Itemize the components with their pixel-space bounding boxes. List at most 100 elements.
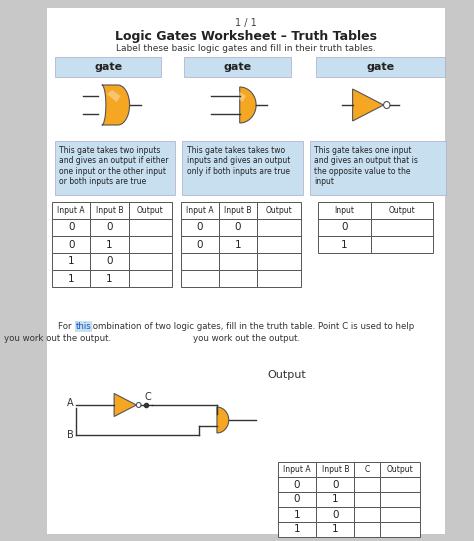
Text: 1: 1: [68, 256, 74, 267]
Text: gate: gate: [367, 62, 395, 72]
Text: Input B: Input B: [224, 206, 252, 215]
Bar: [52, 202, 91, 219]
Text: 0: 0: [68, 222, 74, 233]
Text: Input B: Input B: [96, 206, 123, 215]
Text: 0: 0: [294, 479, 301, 490]
FancyBboxPatch shape: [310, 141, 447, 195]
Polygon shape: [240, 87, 256, 123]
Text: Output: Output: [388, 206, 415, 215]
Text: 1: 1: [332, 525, 338, 535]
Text: 0: 0: [68, 240, 74, 249]
Text: 0: 0: [196, 240, 203, 249]
Text: A: A: [67, 398, 74, 408]
Bar: [52, 270, 91, 287]
Text: 1: 1: [294, 525, 301, 535]
Bar: [257, 253, 301, 270]
Text: Input: Input: [334, 206, 355, 215]
Text: 0: 0: [106, 256, 113, 267]
Text: 1: 1: [68, 274, 74, 283]
Text: 0: 0: [106, 222, 113, 233]
Bar: [128, 202, 173, 219]
Bar: [257, 219, 301, 236]
Bar: [355, 507, 380, 522]
Bar: [181, 202, 219, 219]
Bar: [318, 236, 371, 253]
Text: C: C: [145, 392, 151, 402]
Bar: [219, 202, 257, 219]
Bar: [316, 492, 355, 507]
FancyBboxPatch shape: [182, 141, 302, 195]
Bar: [316, 462, 355, 477]
Bar: [257, 202, 301, 219]
Bar: [257, 270, 301, 287]
Bar: [128, 219, 173, 236]
Text: 1 / 1: 1 / 1: [235, 18, 257, 28]
Bar: [371, 219, 433, 236]
Text: 0: 0: [235, 222, 241, 233]
Text: 0: 0: [332, 510, 338, 519]
Bar: [91, 253, 128, 270]
Bar: [219, 236, 257, 253]
Text: gate: gate: [94, 62, 122, 72]
Bar: [316, 507, 355, 522]
Bar: [380, 507, 420, 522]
Bar: [278, 522, 316, 537]
Bar: [219, 270, 257, 287]
Text: This gate takes two inputs
and gives an output if either
one input or the other : This gate takes two inputs and gives an …: [59, 146, 169, 186]
Bar: [181, 236, 219, 253]
Text: This gate takes one input
and gives an output that is
the opposite value to the
: This gate takes one input and gives an o…: [314, 146, 418, 186]
Text: Logic Gates Worksheet – Truth Tables: Logic Gates Worksheet – Truth Tables: [115, 30, 377, 43]
FancyBboxPatch shape: [47, 8, 446, 534]
Bar: [316, 522, 355, 537]
Polygon shape: [107, 90, 120, 102]
Text: 1: 1: [106, 240, 113, 249]
Polygon shape: [114, 393, 137, 417]
Bar: [355, 462, 380, 477]
FancyBboxPatch shape: [316, 57, 446, 77]
Bar: [355, 492, 380, 507]
Text: Input A: Input A: [57, 206, 85, 215]
Bar: [380, 522, 420, 537]
Bar: [380, 492, 420, 507]
Text: Input A: Input A: [283, 465, 311, 474]
Bar: [128, 253, 173, 270]
Circle shape: [383, 102, 390, 109]
Text: B: B: [67, 430, 74, 440]
Bar: [371, 236, 433, 253]
Text: Label these basic logic gates and fill in their truth tables.: Label these basic logic gates and fill i…: [116, 44, 376, 53]
Bar: [91, 270, 128, 287]
Text: Output: Output: [265, 206, 292, 215]
Text: 1: 1: [341, 240, 348, 249]
Bar: [91, 236, 128, 253]
FancyBboxPatch shape: [55, 141, 175, 195]
Bar: [355, 522, 380, 537]
FancyBboxPatch shape: [184, 57, 291, 77]
Polygon shape: [217, 407, 229, 433]
Text: 1: 1: [294, 510, 301, 519]
Bar: [181, 253, 219, 270]
Bar: [278, 492, 316, 507]
Bar: [52, 236, 91, 253]
Bar: [181, 219, 219, 236]
Bar: [91, 219, 128, 236]
Bar: [278, 462, 316, 477]
FancyBboxPatch shape: [55, 57, 162, 77]
Text: 0: 0: [332, 479, 338, 490]
Text: 1: 1: [106, 274, 113, 283]
Text: 0: 0: [341, 222, 347, 233]
Text: Output: Output: [137, 206, 164, 215]
Bar: [380, 462, 420, 477]
Text: you work out the output.: you work out the output.: [192, 334, 300, 343]
Bar: [278, 477, 316, 492]
Text: gate: gate: [223, 62, 252, 72]
Text: you work out the output.: you work out the output.: [4, 334, 111, 343]
Bar: [355, 477, 380, 492]
Polygon shape: [353, 89, 383, 121]
Bar: [380, 477, 420, 492]
Bar: [91, 202, 128, 219]
Text: Output: Output: [267, 370, 306, 380]
Polygon shape: [102, 85, 129, 125]
Polygon shape: [231, 90, 246, 102]
Bar: [128, 236, 173, 253]
Bar: [318, 219, 371, 236]
